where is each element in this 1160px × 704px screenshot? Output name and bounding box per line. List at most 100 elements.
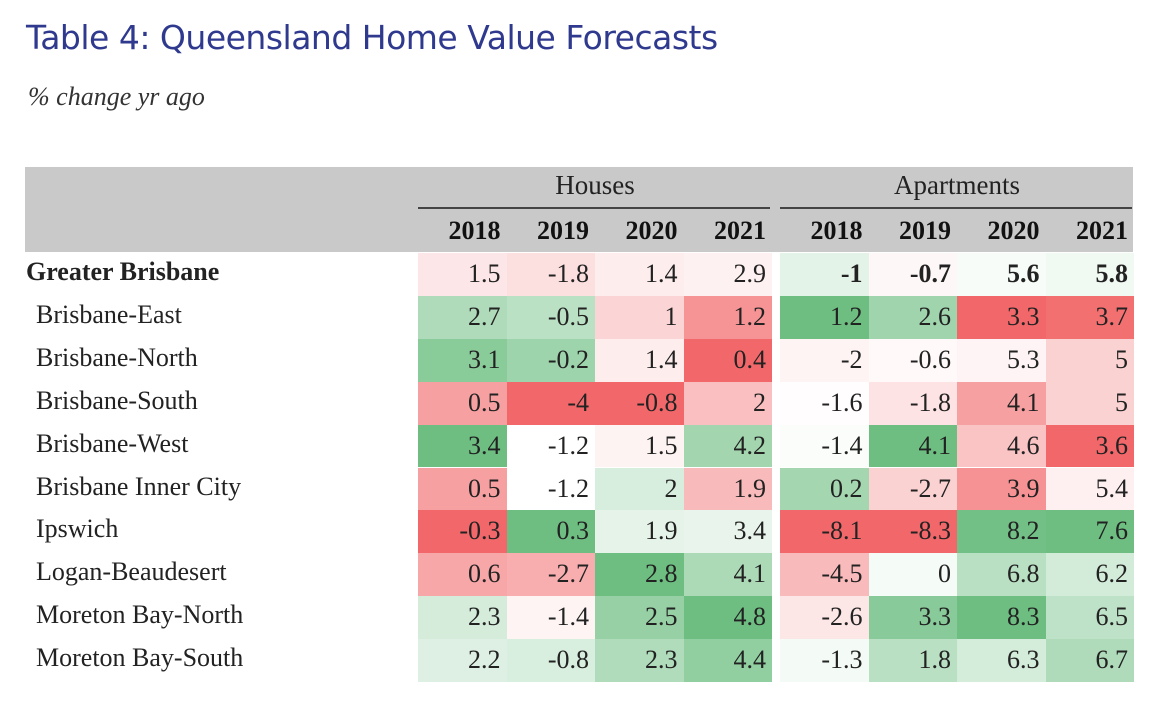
row-label: Brisbane-North: [36, 342, 198, 372]
data-cell: 3.3: [868, 596, 957, 640]
data-cell: -2.6: [780, 596, 869, 640]
row-label: Moreton Bay-North: [36, 600, 244, 630]
data-cell: 4.6: [957, 424, 1046, 468]
row-label: Brisbane Inner City: [36, 471, 242, 501]
data-cell: -4: [506, 381, 595, 425]
data-cell: 1.9: [683, 467, 772, 511]
data-cell: 1.2: [780, 295, 869, 339]
column-header: 2019: [899, 216, 951, 245]
data-cell: 8.3: [957, 596, 1046, 640]
data-cell: 5.6: [957, 253, 1046, 296]
data-cell: -1.8: [868, 381, 957, 425]
row-label: Brisbane-South: [36, 385, 198, 415]
data-cell: -1.3: [780, 639, 869, 682]
data-cell: 5: [1045, 338, 1134, 382]
data-cell: 1.5: [595, 424, 684, 468]
row-label: Brisbane-West: [36, 428, 189, 458]
data-cell: 1: [595, 295, 684, 339]
title: Table 4: Queensland Home Value Forecasts: [26, 18, 718, 57]
data-cell: 1.2: [683, 295, 772, 339]
column-header: 2020: [987, 216, 1040, 245]
data-cell: -1.2: [506, 424, 595, 468]
data-cell: 2.3: [595, 639, 684, 682]
data-cell: 2.8: [595, 553, 684, 597]
data-cell: 2.7: [418, 295, 507, 339]
data-cell: 3.7: [1045, 295, 1134, 339]
column-header: 2019: [537, 216, 589, 245]
column-header: 2020: [625, 216, 678, 245]
data-cell: 6.3: [957, 639, 1046, 682]
row-label: Moreton Bay-South: [36, 643, 244, 673]
group-header: Apartments: [894, 170, 1020, 200]
data-cell: 0.2: [780, 467, 869, 511]
column-header: 2018: [448, 216, 501, 245]
data-cell: 2.6: [868, 295, 957, 339]
data-cell: -0.8: [506, 639, 595, 682]
data-cell: 3.4: [683, 510, 772, 554]
data-cell: 0.4: [683, 338, 772, 382]
data-cell: 0: [868, 553, 957, 597]
data-cell: 1.4: [595, 253, 684, 296]
data-cell: 0.6: [418, 553, 507, 597]
column-header: 2018: [810, 216, 863, 245]
row-label: Logan-Beaudesert: [36, 557, 227, 587]
data-cell: 3.1: [418, 338, 507, 382]
data-cell: 2.9: [683, 253, 772, 296]
data-cell: -0.8: [595, 381, 684, 425]
data-cell: 6.2: [1045, 553, 1134, 597]
data-cell: 0.3: [506, 510, 595, 554]
data-cell: 4.1: [957, 381, 1046, 425]
data-cell: -1: [780, 253, 869, 296]
data-cell: 5.4: [1045, 467, 1134, 511]
group-rule: [418, 207, 770, 209]
group-header: Houses: [555, 170, 635, 200]
data-cell: 5.3: [957, 338, 1046, 382]
data-cell: -8.3: [868, 510, 957, 554]
data-cell: -0.2: [506, 338, 595, 382]
row-label: Greater Brisbane: [26, 257, 220, 286]
data-cell: -1.8: [506, 253, 595, 296]
data-cell: 1.4: [595, 338, 684, 382]
data-cell: 3.4: [418, 424, 507, 468]
data-cell: 4.8: [683, 596, 772, 640]
data-cell: 2.2: [418, 639, 507, 682]
data-cell: -8.1: [780, 510, 869, 554]
data-cell: 8.2: [957, 510, 1046, 554]
data-cell: 6.8: [957, 553, 1046, 597]
data-cell: -2.7: [868, 467, 957, 511]
data-cell: -0.3: [418, 510, 507, 554]
data-cell: 2: [683, 381, 772, 425]
data-cell: 3.9: [957, 467, 1046, 511]
data-cell: 0.5: [418, 467, 507, 511]
row-label: Brisbane-East: [36, 299, 182, 329]
data-cell: 1.8: [868, 639, 957, 682]
data-cell: -4.5: [780, 553, 869, 597]
data-cell: -0.6: [868, 338, 957, 382]
data-cell: -2.7: [506, 553, 595, 597]
group-rule: [780, 207, 1132, 209]
data-cell: 4.2: [683, 424, 772, 468]
data-cell: 7.6: [1045, 510, 1134, 554]
data-cell: 3.6: [1045, 424, 1134, 468]
data-cell: 5.8: [1045, 253, 1134, 296]
data-cell: 1.5: [418, 253, 507, 296]
data-cell: 0.5: [418, 381, 507, 425]
subtitle: % change yr ago: [28, 82, 205, 111]
data-cell: -0.5: [506, 295, 595, 339]
data-cell: -2: [780, 338, 869, 382]
data-cell: -0.7: [868, 253, 957, 296]
header-band: [25, 167, 1133, 252]
data-cell: 4.1: [868, 424, 957, 468]
data-cell: -1.6: [780, 381, 869, 425]
data-cell: 6.5: [1045, 596, 1134, 640]
data-cell: 6.7: [1045, 639, 1134, 682]
data-cell: -1.4: [780, 424, 869, 468]
data-cell: 2.3: [418, 596, 507, 640]
data-cell: 1.9: [595, 510, 684, 554]
data-cell: -1.2: [506, 467, 595, 511]
data-cell: 2.5: [595, 596, 684, 640]
data-cell: -1.4: [506, 596, 595, 640]
data-cell: 2: [595, 467, 684, 511]
data-cell: 4.4: [683, 639, 772, 682]
